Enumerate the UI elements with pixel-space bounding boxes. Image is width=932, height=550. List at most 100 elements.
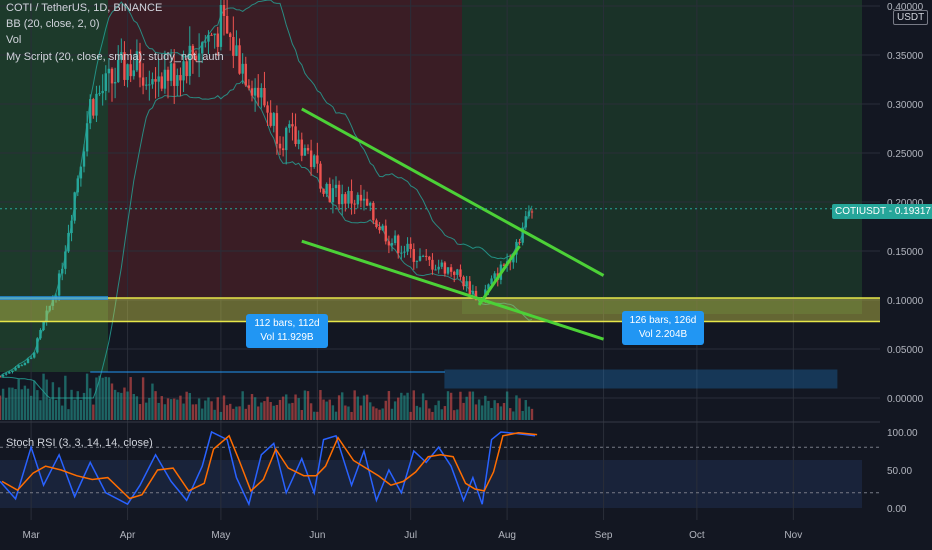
volume-bar	[179, 395, 182, 420]
candle-body	[33, 352, 36, 358]
candle-body	[306, 148, 310, 151]
volume-bar	[412, 390, 415, 420]
current-price-tag: COTIUSDT - 0.19317	[832, 204, 932, 219]
volume-bar	[524, 400, 527, 420]
candle-body	[129, 64, 132, 77]
candle-body	[166, 69, 170, 81]
volume-bar	[291, 402, 294, 420]
volume-bar	[29, 395, 33, 420]
currency-badge[interactable]: USDT	[893, 10, 929, 25]
stoch-tick-0: 100.00	[887, 428, 918, 439]
candle-body	[79, 166, 83, 179]
volume-bar	[341, 392, 344, 420]
candle-body	[188, 45, 191, 77]
volume-bar	[85, 373, 89, 420]
candle-body	[201, 42, 204, 54]
volume-bar	[79, 400, 83, 420]
candle-body	[207, 34, 210, 42]
candle-body	[176, 75, 179, 86]
candle-body	[406, 243, 409, 252]
candle-body	[104, 73, 107, 91]
candle-body	[191, 45, 195, 56]
measure-box-1[interactable]: 112 bars, 112d Vol 11.929B	[246, 314, 328, 348]
volume-bar	[418, 407, 422, 420]
candle-body	[67, 233, 70, 252]
volume-bar	[5, 397, 8, 420]
candle-body	[275, 113, 279, 144]
volume-bar	[319, 390, 322, 420]
candle-body	[263, 87, 266, 106]
volume-bar	[518, 398, 521, 420]
candle-body	[328, 183, 331, 203]
candle-body	[409, 243, 412, 250]
candle-body	[169, 63, 173, 81]
bb-legend: BB (20, close, 2, 0)	[6, 18, 100, 30]
volume-bar	[446, 391, 450, 420]
volume-bar	[369, 402, 372, 420]
measure-box-2[interactable]: 126 bars, 126d Vol 2.204B	[622, 311, 704, 345]
candle-body	[288, 124, 291, 128]
candle-body	[387, 241, 391, 246]
candle-body	[269, 112, 272, 126]
stoch-tick-2: 0.00	[887, 504, 907, 515]
volume-bar	[250, 394, 254, 420]
volume-bar	[64, 375, 67, 420]
candle-body	[331, 188, 335, 203]
volume-bar	[331, 405, 335, 420]
candle-body	[530, 211, 534, 213]
candle-body	[431, 259, 434, 270]
volume-bar	[428, 408, 431, 420]
volume-bar	[372, 406, 375, 420]
candle-body	[341, 194, 344, 205]
time-tick-aug: Aug	[498, 530, 516, 541]
candle-body	[160, 76, 163, 89]
candle-body	[524, 216, 527, 228]
candle-body	[229, 33, 232, 37]
candle-body	[5, 373, 8, 375]
volume-bar	[201, 408, 204, 420]
candle-body	[8, 372, 11, 374]
volume-bar	[306, 391, 310, 420]
candle-body	[347, 190, 350, 204]
candle-body	[232, 36, 235, 56]
candle-body	[185, 61, 188, 77]
volume-bar	[229, 403, 232, 420]
volume-bar	[222, 395, 226, 420]
volume-bar	[481, 405, 484, 420]
volume-bar	[381, 408, 384, 420]
candle-body	[490, 278, 493, 285]
candle-body	[45, 310, 48, 322]
candle-body	[369, 202, 372, 206]
volume-bar	[474, 404, 478, 420]
candle-body	[390, 243, 394, 246]
candle-body	[456, 269, 459, 275]
volume-bar	[157, 402, 160, 420]
candle-body	[400, 252, 403, 254]
time-tick-apr: Apr	[120, 530, 136, 541]
stoch-legend: Stoch RSI (3, 3, 14, 14, close)	[6, 437, 153, 449]
volume-bar	[313, 411, 316, 420]
time-tick-jul: Jul	[404, 530, 417, 541]
trendline-channel-top	[301, 107, 605, 277]
volume-bar	[145, 402, 148, 420]
candle-body	[85, 123, 89, 152]
volume-bar	[197, 398, 201, 420]
candle-body	[82, 151, 86, 167]
volume-bar	[0, 395, 2, 420]
candle-body	[48, 305, 51, 311]
volume-bar	[225, 405, 229, 420]
candle-body	[23, 362, 27, 366]
volume-bar	[294, 394, 297, 420]
volume-bar	[204, 400, 207, 420]
volume-bar	[173, 398, 176, 420]
volume-bar	[36, 390, 39, 420]
volume-bar	[247, 404, 251, 420]
symbol-legend: COTI / TetherUS, 1D, BINANCE	[6, 2, 163, 14]
candle-body	[459, 269, 462, 277]
candle-body	[110, 68, 114, 84]
candle-body	[163, 69, 167, 89]
volume-bar	[453, 410, 456, 420]
support-zone	[0, 298, 880, 322]
